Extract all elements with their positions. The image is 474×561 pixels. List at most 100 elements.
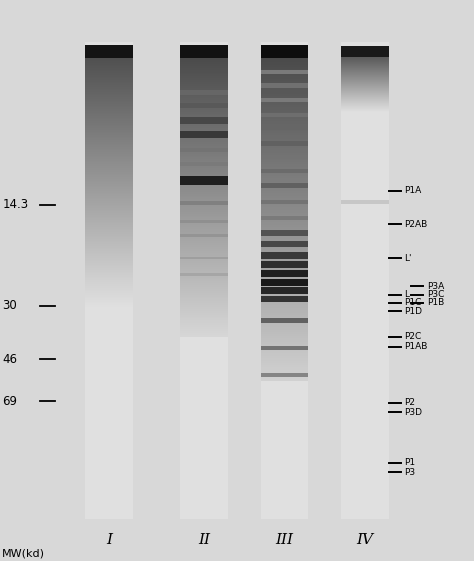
Bar xyxy=(261,307,308,309)
Bar xyxy=(180,83,228,84)
Bar xyxy=(180,122,228,123)
Bar xyxy=(85,107,133,108)
Bar xyxy=(180,323,228,324)
Bar xyxy=(180,196,228,197)
Bar xyxy=(261,134,308,135)
Bar xyxy=(85,153,133,154)
Bar xyxy=(85,201,133,202)
Bar xyxy=(85,112,133,113)
Bar xyxy=(85,160,133,161)
Bar xyxy=(261,196,308,197)
Bar xyxy=(180,326,228,327)
Bar xyxy=(180,117,228,118)
Bar xyxy=(261,252,308,259)
Bar xyxy=(261,327,308,328)
Bar xyxy=(261,142,308,143)
Bar xyxy=(261,373,308,377)
Bar xyxy=(85,172,133,173)
Bar xyxy=(85,151,133,152)
Bar xyxy=(180,143,228,144)
Bar xyxy=(85,302,133,304)
Bar xyxy=(180,265,228,266)
Bar xyxy=(180,335,228,337)
Bar xyxy=(85,177,133,178)
Bar xyxy=(261,45,308,58)
Bar xyxy=(180,103,228,108)
Bar xyxy=(180,182,228,183)
Bar xyxy=(261,243,308,245)
Bar xyxy=(180,272,228,273)
Bar xyxy=(85,239,133,240)
Bar xyxy=(341,200,389,204)
Bar xyxy=(261,135,308,136)
Bar xyxy=(180,64,228,65)
Bar xyxy=(180,89,228,90)
Bar xyxy=(261,316,308,318)
Bar xyxy=(261,261,308,269)
Bar xyxy=(261,125,308,126)
Bar xyxy=(85,195,133,196)
Bar xyxy=(180,73,228,75)
Bar xyxy=(261,42,308,519)
Bar xyxy=(180,310,228,311)
Bar xyxy=(261,169,308,171)
Bar xyxy=(180,251,228,252)
Bar xyxy=(261,128,308,129)
Bar xyxy=(85,200,133,201)
Bar xyxy=(261,79,308,80)
Bar xyxy=(261,172,308,173)
Bar xyxy=(85,251,133,252)
Bar xyxy=(85,262,133,263)
Bar xyxy=(180,279,228,280)
Bar xyxy=(85,85,133,86)
Bar xyxy=(180,169,228,170)
Bar xyxy=(261,144,308,145)
Bar xyxy=(85,152,133,153)
Bar xyxy=(261,83,308,88)
Bar xyxy=(85,108,133,109)
Bar xyxy=(261,151,308,152)
Bar xyxy=(85,269,133,270)
Bar xyxy=(261,239,308,240)
Text: IV: IV xyxy=(356,533,374,546)
Bar xyxy=(85,234,133,236)
Bar xyxy=(261,234,308,236)
Bar xyxy=(261,331,308,332)
Bar xyxy=(261,286,308,287)
Bar xyxy=(180,302,228,304)
Bar xyxy=(180,94,228,95)
Bar xyxy=(85,242,133,243)
Bar xyxy=(180,262,228,263)
Bar xyxy=(261,145,308,146)
Bar xyxy=(261,191,308,192)
Bar xyxy=(85,116,133,117)
Bar xyxy=(180,194,228,195)
Bar xyxy=(180,228,228,229)
Bar xyxy=(85,132,133,134)
Bar xyxy=(180,149,228,150)
Bar xyxy=(180,42,228,519)
Bar xyxy=(85,295,133,296)
Bar xyxy=(180,53,228,54)
Bar xyxy=(180,114,228,116)
Bar xyxy=(85,240,133,241)
Bar xyxy=(261,320,308,321)
Bar xyxy=(180,161,228,162)
Bar xyxy=(180,137,228,139)
Bar xyxy=(85,277,133,278)
Text: I: I xyxy=(106,533,112,546)
Bar xyxy=(261,131,308,132)
Bar xyxy=(261,299,308,300)
Bar xyxy=(180,148,228,149)
Bar xyxy=(261,154,308,155)
Bar xyxy=(85,127,133,128)
Bar xyxy=(180,195,228,196)
Bar xyxy=(261,222,308,223)
Bar xyxy=(261,304,308,305)
Bar xyxy=(261,381,308,519)
Bar xyxy=(261,311,308,312)
Bar xyxy=(261,161,308,162)
Bar xyxy=(180,306,228,307)
Bar xyxy=(85,70,133,71)
Bar xyxy=(261,98,308,99)
